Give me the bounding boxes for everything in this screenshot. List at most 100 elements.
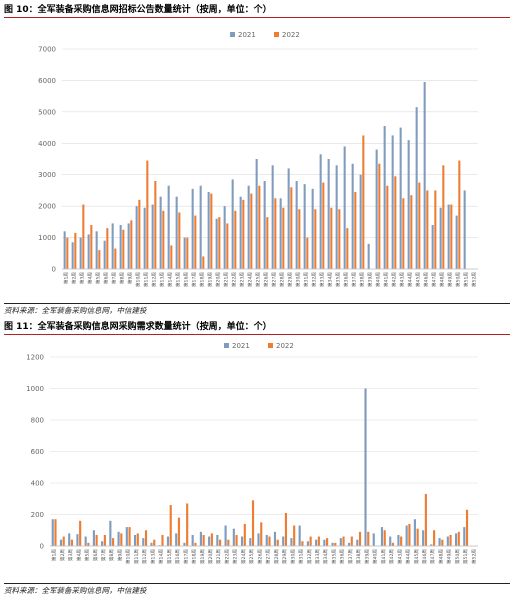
bar-2022 xyxy=(194,215,197,269)
y-tick-label: 800 xyxy=(31,417,44,425)
x-tick-label: 第14周 xyxy=(167,272,174,287)
x-tick-label: 第9周 xyxy=(116,549,123,562)
bar-2021 xyxy=(51,519,54,546)
x-tick-label: 第14周 xyxy=(158,549,165,564)
bar-2021 xyxy=(240,536,244,546)
bar-2021 xyxy=(101,541,104,546)
x-tick-label: 第19周 xyxy=(207,272,214,287)
x-tick-label: 第43周 xyxy=(399,272,406,287)
bar-2022 xyxy=(235,534,238,546)
bar-2021 xyxy=(68,533,71,546)
bar-2022 xyxy=(186,237,189,269)
bar-2022 xyxy=(122,229,125,269)
bar-2022 xyxy=(154,181,157,269)
x-tick-label: 第22周 xyxy=(223,549,230,564)
bar-2022 xyxy=(306,237,309,269)
x-tick-label: 第19周 xyxy=(199,549,206,564)
bar-2021 xyxy=(150,542,153,546)
bar-2022 xyxy=(342,536,345,546)
x-tick-label: 第10周 xyxy=(135,272,142,287)
bar-2021 xyxy=(249,538,252,546)
bar-2022 xyxy=(177,517,181,546)
x-tick-label: 第12周 xyxy=(151,272,158,287)
bar-2022 xyxy=(326,538,329,546)
bar-2022 xyxy=(82,204,85,269)
bar-2021 xyxy=(339,538,342,546)
bar-2021 xyxy=(247,185,250,269)
bar-2022 xyxy=(293,525,296,546)
legend-label-2022: 2022 xyxy=(276,342,294,350)
bar-2022 xyxy=(418,182,421,269)
bar-2022 xyxy=(136,533,139,546)
y-tick-label: 600 xyxy=(31,448,44,456)
legend-label-2021: 2021 xyxy=(238,31,256,39)
x-tick-label: 第13周 xyxy=(159,272,166,287)
bar-2021 xyxy=(463,190,466,269)
bar-2022 xyxy=(260,522,263,546)
x-tick-label: 第11周 xyxy=(133,549,140,564)
x-tick-label: 第22周 xyxy=(231,272,238,287)
x-tick-label: 第48周 xyxy=(439,272,446,287)
bar-2021 xyxy=(109,520,112,546)
bar-2022 xyxy=(268,536,271,546)
bar-2021 xyxy=(327,159,330,269)
bar-2022 xyxy=(284,512,288,546)
x-tick-label: 第27周 xyxy=(265,549,272,564)
bar-2021 xyxy=(84,536,87,546)
bar-2021 xyxy=(446,536,449,546)
bar-2022 xyxy=(274,198,277,269)
bar-2021 xyxy=(199,531,202,546)
x-tick-label: 第16周 xyxy=(183,272,190,287)
bar-2021 xyxy=(215,218,218,269)
bar-2021 xyxy=(143,207,146,269)
bar-2021 xyxy=(263,181,266,269)
bar-2022 xyxy=(434,190,437,269)
bar-2022 xyxy=(334,542,337,546)
bar-2022 xyxy=(186,503,189,546)
bar-2022 xyxy=(402,198,405,269)
x-tick-label: 第37周 xyxy=(351,272,358,287)
bar-2021 xyxy=(191,188,194,269)
x-tick-label: 第21周 xyxy=(223,272,230,287)
bar-2021 xyxy=(319,154,322,269)
bar-2022 xyxy=(458,160,461,269)
x-tick-label: 第18周 xyxy=(199,272,206,287)
x-tick-label: 第35周 xyxy=(330,549,337,564)
legend-swatch-2021 xyxy=(224,343,229,348)
x-tick-label: 第2周 xyxy=(71,272,78,285)
bar-2021 xyxy=(216,534,219,546)
x-tick-label: 第34周 xyxy=(327,272,334,287)
bar-2021 xyxy=(63,231,66,269)
bar-2021 xyxy=(111,223,114,269)
y-tick-label: 5000 xyxy=(38,108,56,116)
bar-2021 xyxy=(287,168,290,269)
x-tick-label: 第25周 xyxy=(255,272,262,287)
x-tick-label: 第20周 xyxy=(207,549,214,564)
bar-2022 xyxy=(170,245,173,269)
bar-2021 xyxy=(282,536,285,546)
x-tick-label: 第42周 xyxy=(388,549,395,564)
bar-2021 xyxy=(133,534,137,546)
bar-2021 xyxy=(303,184,306,269)
x-tick-label: 第49周 xyxy=(447,272,454,287)
x-tick-label: 第40周 xyxy=(375,272,382,287)
bar-2022 xyxy=(66,237,69,269)
bar-2021 xyxy=(389,536,392,546)
bar-2022 xyxy=(266,217,269,269)
bar-2021 xyxy=(423,82,426,269)
bar-2021 xyxy=(175,196,178,269)
x-tick-label: 第45周 xyxy=(415,272,422,287)
bar-2021 xyxy=(430,544,433,546)
bar-2022 xyxy=(234,210,237,269)
bar-2021 xyxy=(331,542,334,546)
bar-2021 xyxy=(135,206,138,269)
x-tick-label: 第30周 xyxy=(295,272,302,287)
figure1-caption: 图 10：全军装备采购信息网招标公告数量统计（按周，单位：个） xyxy=(4,5,272,15)
y-tick-label: 0 xyxy=(40,543,44,551)
bar-2022 xyxy=(383,530,386,546)
bar-2022 xyxy=(242,199,245,269)
x-tick-label: 第34周 xyxy=(322,549,329,564)
x-tick-label: 第16周 xyxy=(174,549,181,564)
x-tick-label: 第21周 xyxy=(215,549,222,564)
bar-2021 xyxy=(125,527,128,546)
